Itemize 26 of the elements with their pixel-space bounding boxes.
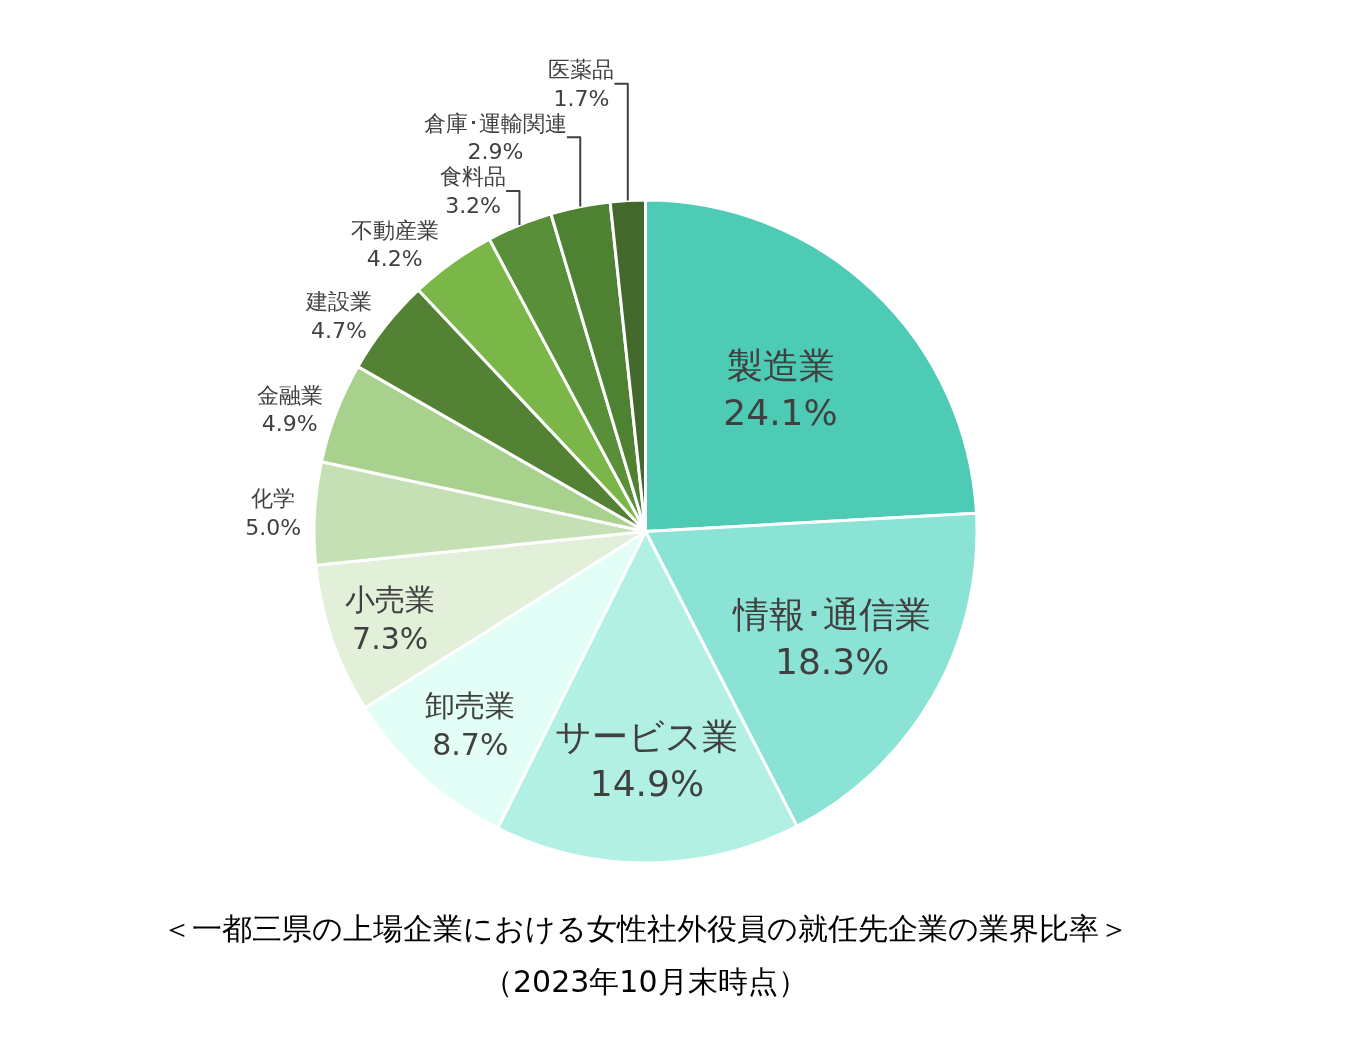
slice-label: 建設業: [304, 289, 372, 315]
data-label: 8.7%: [432, 726, 509, 762]
slice-label: 金融業: [256, 382, 323, 408]
slice-label: 製造業: [726, 344, 835, 386]
slice-label: 不動産業: [350, 217, 439, 243]
data-label: 14.9%: [589, 762, 705, 804]
text: ＜一都三県の上場企業における女性社外役員の就任先企業の業界比率＞: [162, 911, 1129, 946]
data-label: 4.9%: [261, 411, 318, 437]
data-label: 5.0%: [245, 514, 302, 540]
slice-label: 卸売業: [425, 687, 516, 723]
slice-label: 小売業: [345, 582, 436, 618]
data-label: 18.3%: [775, 641, 890, 683]
data-label: 4.2%: [366, 246, 423, 272]
data-label: 24.1%: [723, 391, 838, 433]
slice-label: 倉庫･運輸関連: [423, 110, 567, 136]
data-label: 7.3%: [352, 621, 429, 657]
slice-label: 情報･通信業: [732, 594, 932, 636]
slice-label: 食料品: [440, 164, 507, 190]
text: （2023年10月末時点）: [483, 964, 808, 999]
data-label: 3.2%: [445, 192, 502, 218]
slice-label: 化学: [251, 486, 296, 512]
data-label: 2.9%: [467, 139, 524, 165]
data-label: 4.7%: [310, 317, 367, 343]
slice-label: 医薬品: [548, 56, 615, 82]
data-label: 1.7%: [553, 85, 610, 111]
slice-label: サービス業: [555, 715, 739, 757]
